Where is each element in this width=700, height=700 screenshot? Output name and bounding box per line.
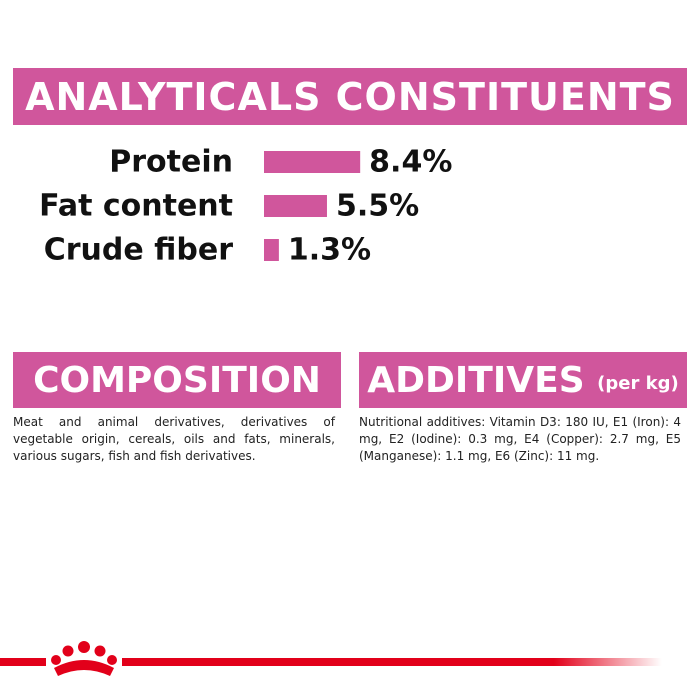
composition-title: COMPOSITION bbox=[33, 359, 321, 401]
bar bbox=[264, 151, 361, 173]
value-label: 1.3% bbox=[288, 233, 371, 268]
bar bbox=[264, 195, 327, 217]
composition-banner: COMPOSITION bbox=[13, 352, 341, 408]
additives-text: Nutritional additives: Vitamin D3: 180 I… bbox=[359, 415, 681, 463]
category-label: Protein bbox=[109, 145, 233, 180]
title: ANALYTICALS CONSTITUENTS bbox=[25, 74, 675, 119]
bar bbox=[264, 239, 279, 261]
value-label: 5.5% bbox=[336, 189, 419, 224]
category-label: Fat content bbox=[39, 189, 233, 224]
title-banner: ANALYTICALS CONSTITUENTS bbox=[13, 68, 687, 125]
value-label: 8.4% bbox=[369, 145, 452, 180]
additives-banner: ADDITIVES (per kg) bbox=[359, 352, 687, 408]
additives-unit: (per kg) bbox=[597, 372, 679, 394]
composition-text: Meat and animal derivatives, derivatives… bbox=[13, 415, 335, 463]
category-label: Crude fiber bbox=[44, 233, 233, 268]
additives-title: ADDITIVES bbox=[367, 359, 585, 401]
